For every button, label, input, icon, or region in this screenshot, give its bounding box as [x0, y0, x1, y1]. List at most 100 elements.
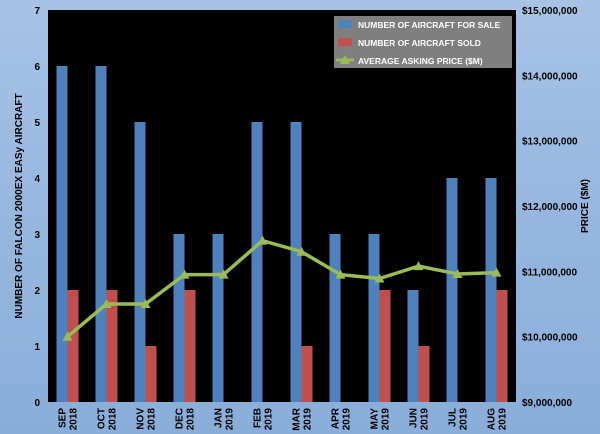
- bar-sold: [184, 290, 196, 402]
- bar-sold: [418, 346, 430, 402]
- bar-for-sale: [407, 290, 419, 402]
- legend-swatch: [338, 38, 352, 46]
- x-tick-year: 2019: [420, 408, 431, 431]
- x-tick-month: JUL: [448, 408, 459, 427]
- price-point: [491, 267, 502, 277]
- x-tick-label: OCT2018: [97, 408, 119, 431]
- bar-sold: [301, 346, 313, 402]
- y-axis-ticks: 0 1 2 3 4 5 6 7: [34, 6, 40, 409]
- y-axis-title: NUMBER OF FALCON 2000EX EASy AIRCRAFT: [14, 93, 25, 318]
- bars: [56, 66, 508, 402]
- x-tick-month: FEB: [253, 408, 264, 428]
- x-tick-year: 2019: [225, 408, 236, 431]
- bar-for-sale: [290, 122, 302, 402]
- x-tick-label: APR2019: [331, 407, 353, 430]
- price-point: [101, 299, 112, 308]
- legend-label: AVERAGE ASKING PRICE ($M): [358, 56, 483, 66]
- bar-for-sale: [95, 66, 107, 402]
- y2-tick-label: $14,000,000: [522, 71, 578, 82]
- x-tick-month: SEP: [58, 408, 69, 428]
- bar-sold: [67, 290, 79, 402]
- price-point: [140, 299, 151, 308]
- x-tick-year: 2018: [69, 408, 80, 431]
- x-tick-label: JUL2019: [448, 408, 470, 431]
- x-tick-month: DEC: [175, 408, 186, 429]
- bar-for-sale: [251, 122, 263, 402]
- x-tick-year: 2019: [459, 408, 470, 431]
- legend-swatch: [338, 20, 352, 28]
- y2-tick-label: $10,000,000: [522, 333, 578, 344]
- price-point: [179, 269, 190, 279]
- y2-tick-label: $12,000,000: [522, 202, 578, 213]
- x-tick-month: JAN: [214, 408, 225, 428]
- y2-axis-title: PRICE ($M): [580, 179, 591, 233]
- bar-for-sale: [212, 234, 224, 402]
- bar-for-sale: [485, 178, 497, 402]
- x-tick-label: AUG2019: [487, 408, 509, 431]
- y-tick-label: 3: [34, 230, 40, 241]
- price-point: [62, 331, 73, 341]
- x-tick-month: AUG: [487, 408, 498, 430]
- price-point: [218, 269, 229, 279]
- bar-sold: [145, 346, 157, 402]
- price-point: [452, 268, 463, 278]
- bar-for-sale: [446, 178, 458, 402]
- price-point: [374, 273, 385, 283]
- price-point: [257, 235, 268, 245]
- x-tick-label: FEB2019: [253, 408, 275, 431]
- x-tick-year: 2019: [303, 408, 314, 431]
- x-tick-year: 2019: [381, 408, 392, 431]
- x-tick-year: 2019: [342, 408, 353, 431]
- y-tick-label: 6: [34, 62, 40, 73]
- legend-label: NUMBER OF AIRCRAFT SOLD: [358, 38, 481, 48]
- y2-tick-label: $9,000,000: [522, 398, 572, 409]
- legend-box: [334, 16, 512, 68]
- x-tick-year: 2018: [186, 408, 197, 431]
- legend: NUMBER OF AIRCRAFT FOR SALE NUMBER OF AIR…: [334, 16, 512, 68]
- y-tick-label: 2: [34, 286, 40, 297]
- y-tick-label: 7: [34, 6, 40, 17]
- x-tick-month: OCT: [97, 408, 108, 429]
- y-tick-label: 0: [34, 398, 40, 409]
- bar-for-sale: [329, 234, 341, 402]
- legend-label: NUMBER OF AIRCRAFT FOR SALE: [358, 20, 501, 30]
- x-tick-year: 2019: [498, 408, 509, 431]
- y-tick-label: 4: [34, 174, 40, 185]
- x-tick-year: 2018: [147, 408, 158, 431]
- y2-tick-label: $15,000,000: [522, 6, 578, 17]
- x-tick-month: MAR: [292, 407, 303, 431]
- x-tick-label: NOV2018: [136, 408, 158, 431]
- plot-area: [48, 10, 516, 402]
- y2-tick-label: $11,000,000: [522, 267, 577, 278]
- y-tick-label: 5: [34, 118, 40, 129]
- x-tick-label: JAN2019: [214, 408, 236, 431]
- price-point: [413, 261, 424, 271]
- price-point: [296, 246, 307, 256]
- bar-for-sale: [134, 122, 146, 402]
- y2-tick-label: $13,000,000: [522, 137, 578, 148]
- bar-sold: [106, 290, 118, 402]
- y-tick-label: 1: [34, 342, 40, 353]
- price-point: [335, 269, 346, 279]
- x-tick-label: DEC2018: [175, 408, 197, 431]
- bar-for-sale: [173, 234, 185, 402]
- x-tick-year: 2018: [108, 408, 119, 431]
- bar-for-sale: [56, 66, 68, 402]
- x-tick-month: NOV: [136, 408, 147, 430]
- price-line-path: [66, 238, 497, 339]
- price-line: [62, 235, 502, 341]
- x-tick-year: 2019: [264, 408, 275, 431]
- bar-for-sale: [368, 234, 380, 402]
- x-tick-month: MAY: [370, 408, 381, 430]
- y2-axis-ticks: $9,000,000 $10,000,000 $11,000,000 $12,000,…: [522, 6, 578, 409]
- legend-swatch-marker: [340, 55, 350, 64]
- bar-sold: [496, 290, 508, 402]
- x-tick-label: MAR2019: [292, 407, 314, 431]
- bar-sold: [379, 290, 391, 402]
- x-axis-ticks: SEP2018 OCT2018 NOV2018 DEC2018 JAN2019 FEB20…: [58, 407, 509, 431]
- x-tick-label: JUN2019: [409, 408, 431, 431]
- x-tick-month: JUN: [409, 408, 420, 428]
- x-tick-label: MAY2019: [370, 408, 392, 431]
- x-tick-label: SEP2018: [58, 408, 80, 431]
